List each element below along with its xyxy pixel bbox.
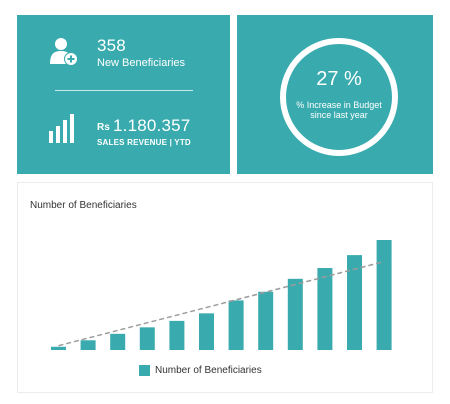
beneficiaries-chart bbox=[51, 240, 392, 350]
beneficiaries-label: New Beneficiaries bbox=[97, 57, 186, 69]
trend-line bbox=[58, 260, 385, 347]
percentage-ring: 27 % % Increase in Budget since last yea… bbox=[280, 38, 398, 156]
chart-legend: Number of Beneficiaries bbox=[139, 365, 262, 376]
chart-bar bbox=[199, 313, 214, 350]
budget-increase-value: 27 % bbox=[316, 68, 362, 90]
kpi-tile-left: 358 New Beneficiaries Rs 1.180.357 SALES… bbox=[17, 15, 230, 174]
chart-bar bbox=[139, 327, 155, 350]
legend-swatch bbox=[139, 365, 150, 376]
beneficiaries-count: 358 bbox=[97, 36, 126, 55]
chart-bar bbox=[228, 300, 244, 350]
budget-increase-label: % Increase in Budget since last year bbox=[296, 100, 382, 120]
add-user-icon bbox=[50, 37, 80, 72]
chart-bar bbox=[376, 240, 392, 350]
chart-bar bbox=[317, 268, 333, 350]
chart-bar bbox=[347, 255, 362, 350]
kpi-tile-right: 27 % % Increase in Budget since last yea… bbox=[237, 15, 433, 174]
chart-bar bbox=[287, 278, 303, 350]
chart-title: Number of Beneficiaries bbox=[30, 200, 137, 211]
chart-bar bbox=[169, 320, 185, 350]
chart-bar bbox=[110, 333, 126, 350]
revenue-value: 1.180.357 bbox=[113, 116, 191, 135]
legend-label: Number of Beneficiaries bbox=[155, 365, 262, 376]
chart-bar bbox=[51, 346, 66, 350]
revenue-label: SALES REVENUE | YTD bbox=[97, 138, 191, 147]
beneficiaries-chart-panel: Number of Beneficiaries Number of Benefi… bbox=[17, 182, 433, 393]
bar-chart-icon bbox=[48, 111, 78, 148]
chart-bar bbox=[80, 340, 96, 350]
chart-bar bbox=[258, 291, 274, 350]
kpi-divider bbox=[55, 90, 193, 91]
revenue-currency: Rs bbox=[97, 122, 110, 133]
